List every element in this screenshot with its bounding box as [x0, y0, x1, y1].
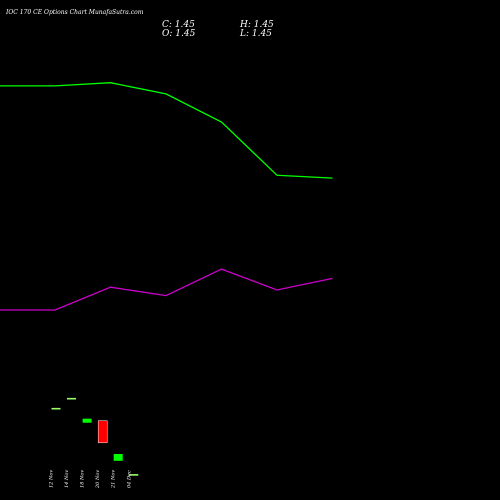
x-tick-label: 14 Nov [64, 470, 70, 488]
candle-18-nov [82, 418, 92, 423]
chart-title: IOC 170 CE Options Chart MunafaSutra.com [6, 9, 144, 16]
high-value: H: 1.45 [240, 20, 274, 30]
candle-20-nov [97, 420, 108, 444]
close-value: C: 1.45 [162, 20, 195, 30]
overlay-line-2 [0, 268, 333, 311]
candle-14-nov [67, 397, 76, 400]
open-value: O: 1.45 [162, 29, 196, 39]
candles [51, 397, 139, 476]
overlay-line-1 [0, 82, 333, 179]
x-tick-label: 04 Dec [126, 470, 132, 488]
x-tick-label: 20 Nov [95, 470, 101, 489]
x-tick-label: 18 Nov [80, 470, 86, 488]
candle-04-dec [129, 474, 139, 476]
x-tick-label: 12 Nov [49, 470, 55, 488]
x-tick-label: 21 Nov [111, 470, 117, 489]
candle-21-nov [113, 454, 123, 461]
x-axis: 12 Nov 14 Nov 18 Nov 20 Nov 21 Nov 04 Dec [49, 470, 133, 489]
low-value: L: 1.45 [240, 29, 272, 39]
candle-12-nov [51, 407, 61, 410]
overlay-lines [0, 82, 333, 311]
